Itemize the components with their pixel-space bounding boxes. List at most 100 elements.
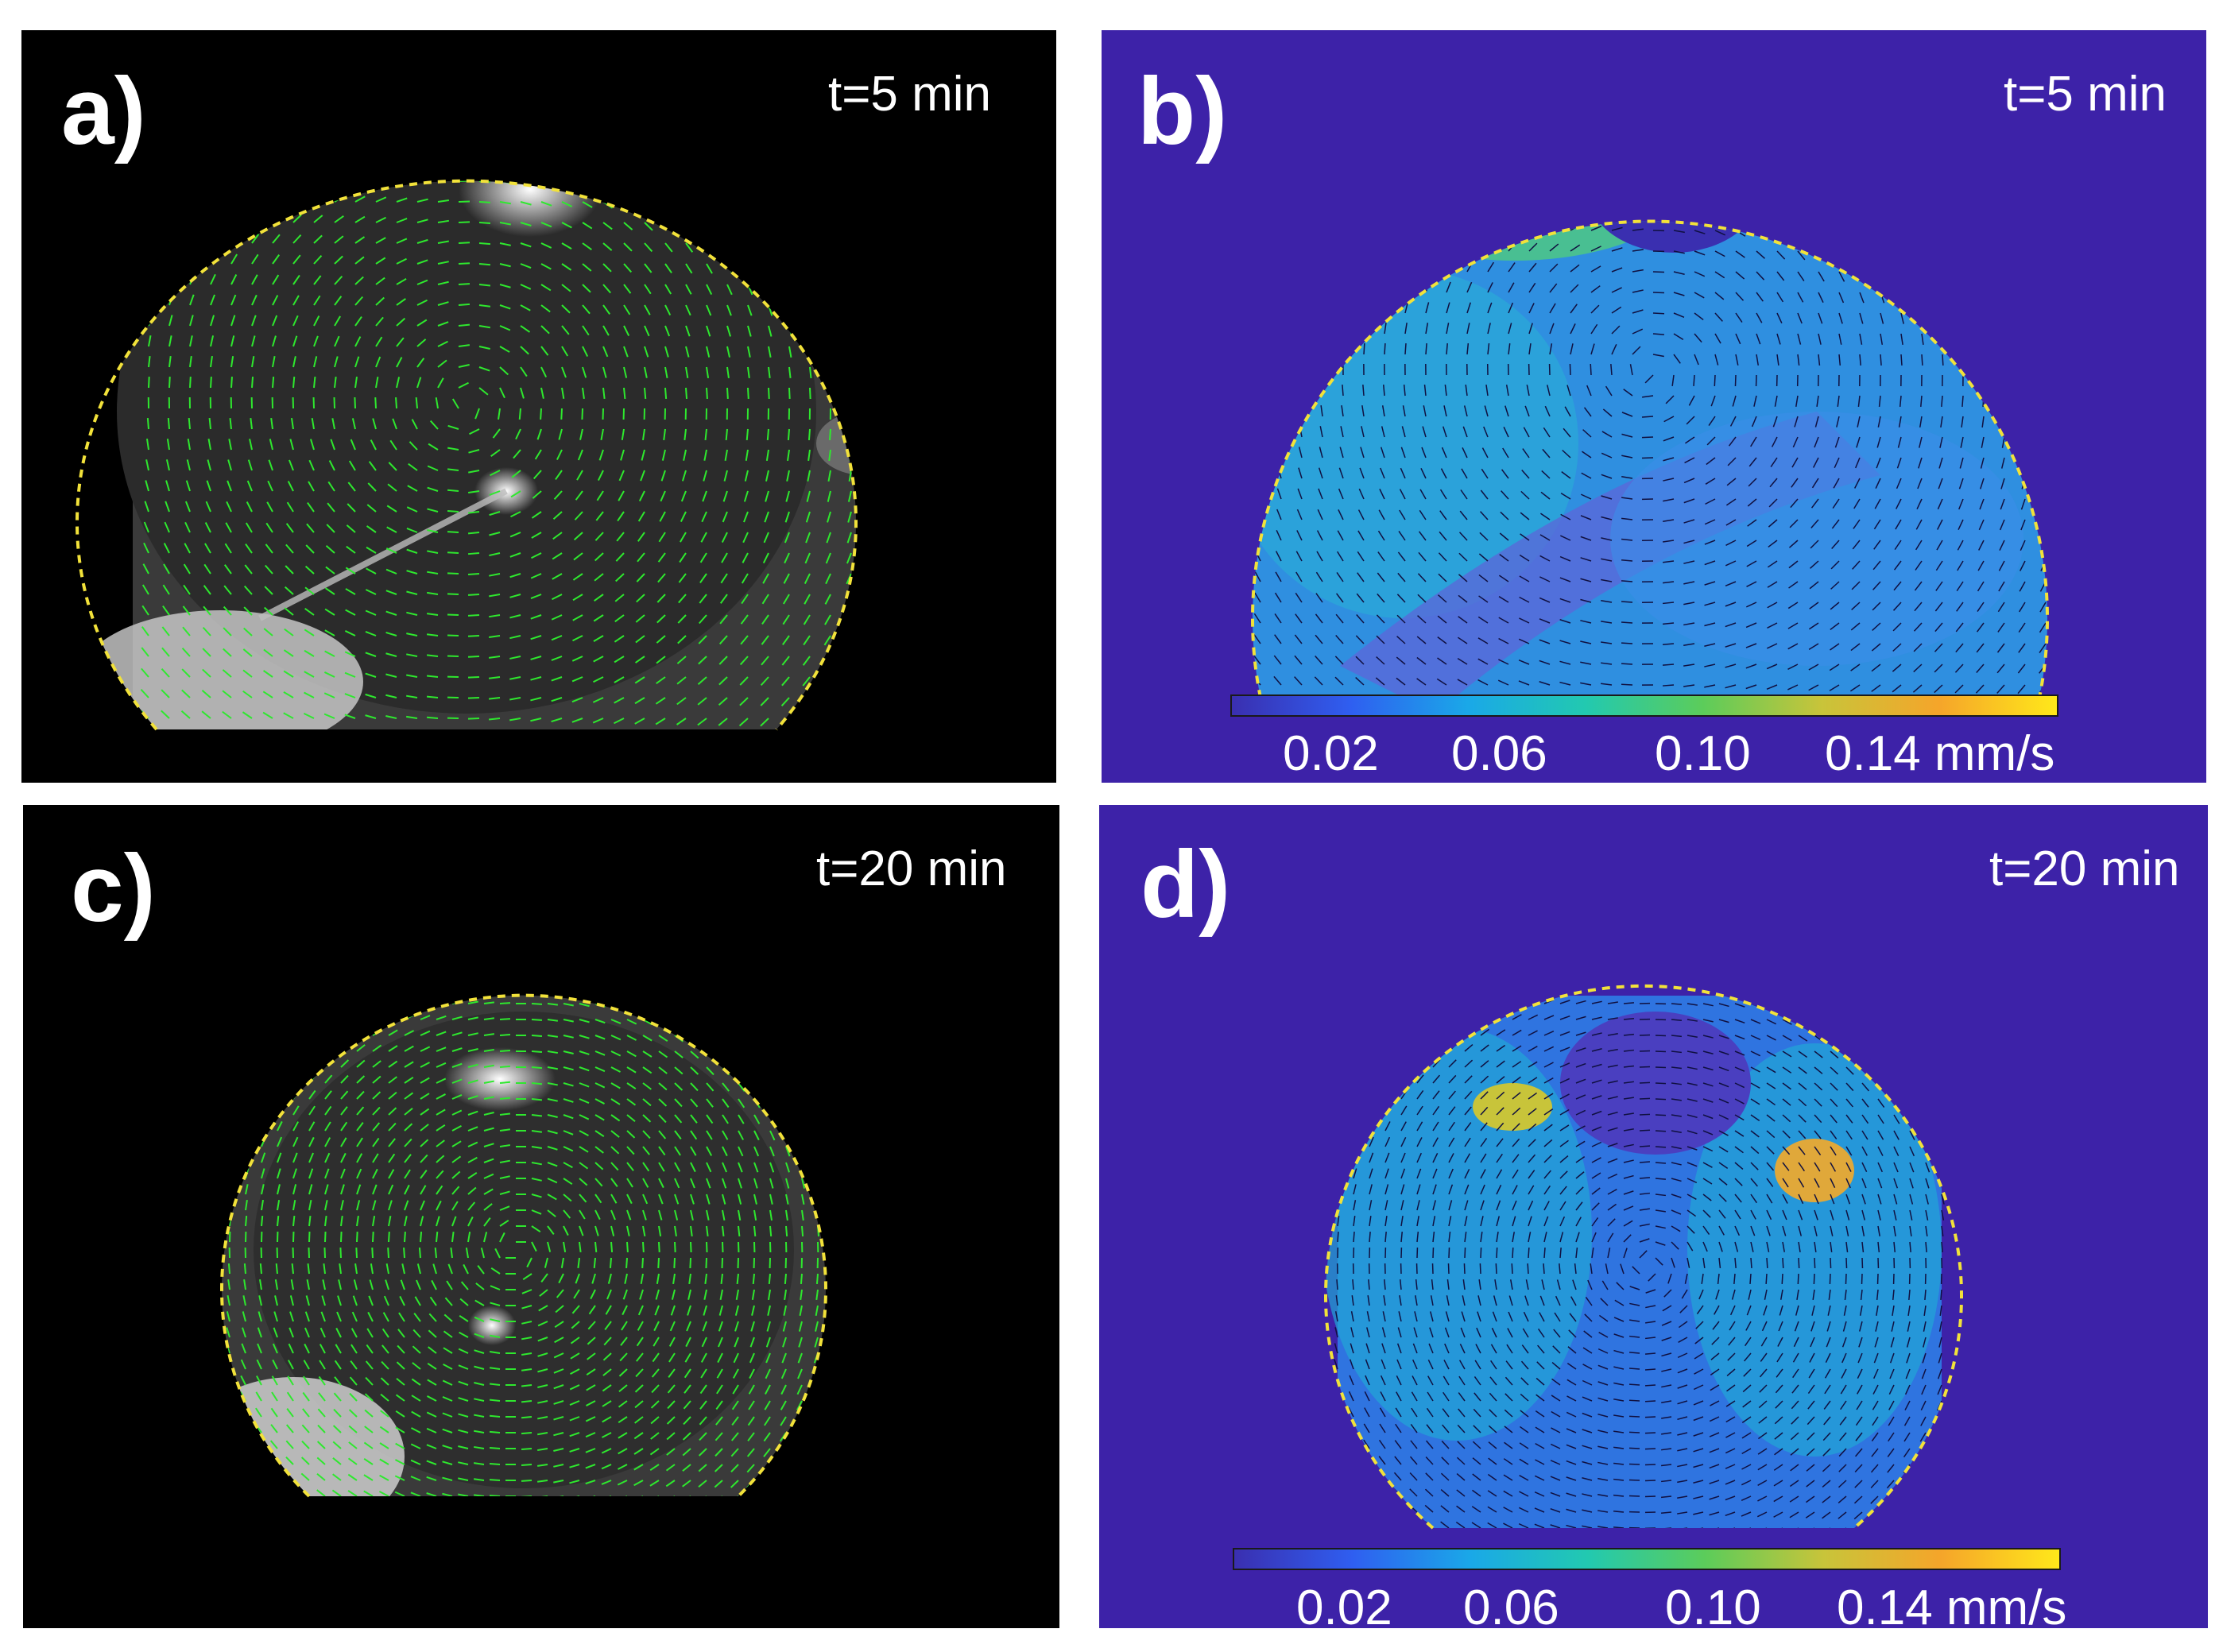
velocity-arrow [1671,1130,1682,1133]
velocity-arrow [1732,395,1737,407]
velocity-arrow [1457,1441,1466,1449]
velocity-arrow [264,586,273,595]
velocity-arrow [1859,354,1861,366]
velocity-arrow [350,1328,358,1338]
velocity-arrow [1612,207,1623,210]
velocity-arrow [1661,1321,1672,1326]
velocity-arrow [1436,678,1447,686]
velocity-arrow [810,161,816,169]
velocity-arrow [789,78,797,86]
velocity-arrow [277,1152,282,1163]
velocity-arrow [2041,519,2047,531]
velocity-arrow [1741,1480,1752,1486]
velocity-arrow [1934,684,1943,694]
velocity-arrow [189,192,198,203]
velocity-arrow [1490,1360,1497,1370]
velocity-arrow [229,1074,236,1084]
velocity-arrow [272,1343,278,1354]
velocity-arrow [1780,1289,1783,1300]
velocity-arrow [1570,284,1579,293]
velocity-arrow [1984,189,1989,199]
velocity-arrow [1322,159,1328,168]
velocity-arrow [406,674,418,678]
velocity-arrow [520,346,529,355]
velocity-arrow [809,284,815,296]
velocity-arrow [245,1089,252,1100]
velocity-arrow [354,376,358,389]
velocity-arrow [211,132,219,140]
velocity-arrow [785,1130,792,1141]
velocity-arrow [931,532,934,543]
velocity-arrow [1962,354,1965,366]
velocity-arrow [768,1273,771,1285]
velocity-arrow [706,1178,711,1189]
velocity-arrow [277,1089,284,1100]
velocity-arrow [1404,281,1410,293]
velocity-arrow [334,1376,342,1386]
velocity-arrow [1693,1495,1704,1499]
velocity-arrow [509,532,521,538]
velocity-arrow [817,1003,825,1012]
velocity-arrow [1566,1460,1577,1465]
velocity-arrow [1561,471,1571,479]
velocity-arrow [261,981,269,988]
velocity-arrow [483,1143,494,1147]
velocity-arrow [420,1124,429,1132]
velocity-arrow [1384,221,1391,231]
velocity-arrow [1734,1162,1744,1170]
velocity-arrow [1677,1416,1688,1421]
velocity-arrow [284,734,293,739]
velocity-arrow [762,1480,771,1489]
velocity-arrow [436,1200,442,1211]
velocity-arrow [1416,1121,1423,1132]
velocity-arrow [1462,447,1468,458]
velocity-arrow [658,1225,662,1236]
velocity-arrow [1880,312,1884,324]
velocity-arrow [1496,997,1506,1004]
velocity-arrow [289,1311,294,1322]
velocity-arrow [699,1432,707,1441]
velocity-arrow [1496,1029,1506,1036]
velocity-arrow [1601,516,1613,520]
velocity-arrow [1591,1217,1599,1227]
velocity-arrow [658,1241,660,1253]
velocity-arrow [1688,395,1695,406]
velocity-arrow [1529,142,1539,148]
velocity-arrow [313,315,320,327]
velocity-arrow [426,654,439,657]
velocity-arrow [1822,1480,1831,1488]
velocity-arrow [468,449,480,454]
velocity-arrow [447,1263,453,1275]
velocity-arrow [720,573,728,584]
velocity-arrow [479,140,490,141]
velocity-arrow [320,1311,326,1322]
velocity-arrow [1302,199,1307,210]
velocity-arrow [1528,1139,1536,1147]
velocity-arrow [1671,1082,1682,1085]
velocity-arrow [658,1146,666,1156]
velocity-arrow [1566,1395,1577,1402]
velocity-arrow [143,521,149,533]
velocity-arrow [340,1184,345,1195]
velocity-arrow [1736,86,1746,89]
velocity-arrow [1880,106,1889,114]
velocity-arrow [1671,1035,1683,1038]
velocity-arrow [1336,1279,1338,1290]
velocity-arrow [1934,664,1943,673]
velocity-arrow [739,697,749,706]
velocity-arrow [1942,210,1948,219]
velocity-arrow [596,490,604,501]
velocity-arrow [1746,560,1757,567]
velocity-arrow [1806,1448,1815,1457]
velocity-arrow [381,1360,389,1370]
velocity-arrow [562,119,572,122]
velocity-arrow [700,1368,707,1379]
velocity-arrow [473,1478,485,1481]
velocity-arrow [644,325,650,337]
velocity-arrow [1521,470,1530,479]
velocity-arrow [252,133,261,140]
velocity-arrow [522,1273,532,1281]
velocity-arrow [722,1082,730,1092]
velocity-arrow [551,718,563,723]
velocity-arrow [1597,1364,1609,1370]
